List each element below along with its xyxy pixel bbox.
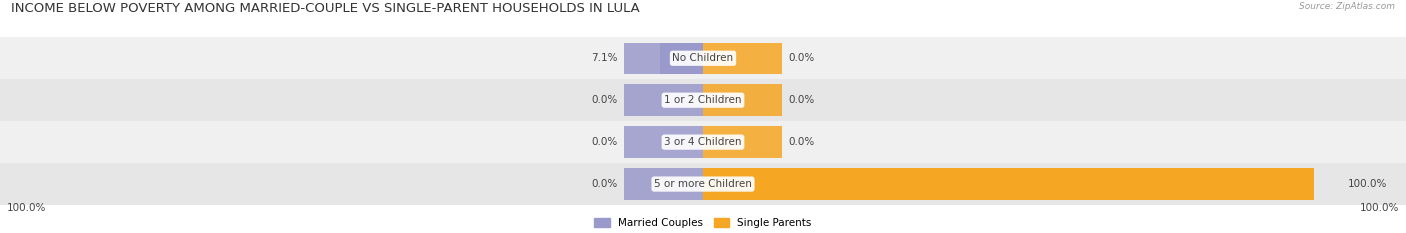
Text: 100.0%: 100.0% [7,203,46,213]
Text: 1 or 2 Children: 1 or 2 Children [664,95,742,105]
Bar [703,168,783,200]
Text: 3 or 4 Children: 3 or 4 Children [664,137,742,147]
Bar [623,43,703,74]
Text: Source: ZipAtlas.com: Source: ZipAtlas.com [1299,2,1395,11]
Text: 0.0%: 0.0% [789,137,815,147]
Bar [703,168,1315,200]
Text: 5 or more Children: 5 or more Children [654,179,752,189]
Text: INCOME BELOW POVERTY AMONG MARRIED-COUPLE VS SINGLE-PARENT HOUSEHOLDS IN LULA: INCOME BELOW POVERTY AMONG MARRIED-COUPL… [11,2,640,15]
Bar [0,37,1406,79]
Bar [703,43,783,74]
Bar [0,121,1406,163]
Text: 100.0%: 100.0% [1360,203,1399,213]
Text: 0.0%: 0.0% [789,95,815,105]
Bar [623,127,703,158]
Bar [703,85,783,116]
Legend: Married Couples, Single Parents: Married Couples, Single Parents [595,218,811,228]
Bar [623,85,703,116]
Text: No Children: No Children [672,53,734,63]
Bar [0,79,1406,121]
Bar [659,43,703,74]
Bar [623,168,703,200]
Text: 0.0%: 0.0% [789,53,815,63]
Text: 7.1%: 7.1% [591,53,617,63]
Bar [703,127,783,158]
Text: 100.0%: 100.0% [1348,179,1388,189]
Text: 0.0%: 0.0% [591,137,617,147]
Text: 0.0%: 0.0% [591,95,617,105]
Bar [0,163,1406,205]
Text: 0.0%: 0.0% [591,179,617,189]
